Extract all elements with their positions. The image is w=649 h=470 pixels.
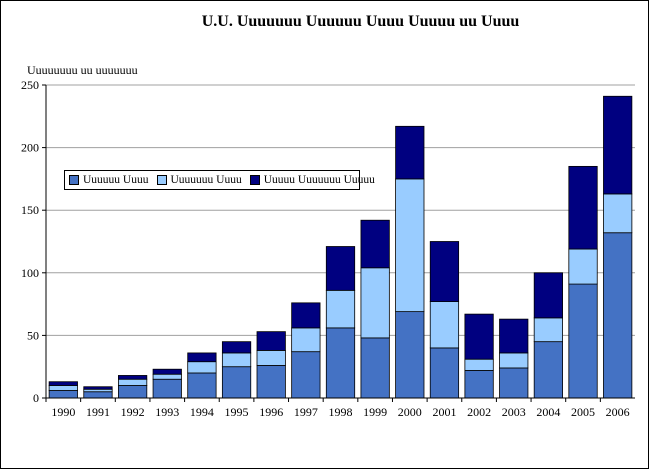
x-tick-label-1994: 1994 — [190, 405, 214, 419]
bar-series-2-2001 — [429, 241, 460, 302]
bar-series-2-2000 — [395, 125, 425, 180]
bar-series-2-1994 — [187, 352, 217, 363]
bar-series-0-2005 — [568, 283, 598, 399]
bar-series-1-2006 — [603, 193, 633, 234]
bar-series-0-2004 — [533, 341, 563, 399]
bar-series-1-1995 — [221, 352, 252, 368]
legend-entry-series-2: Uuuuu Uuuuuuu Uuuuu — [249, 174, 375, 186]
x-tick-label-1992: 1992 — [121, 405, 145, 419]
bar-series-1-1998 — [325, 289, 356, 329]
bar-series-2-1992 — [118, 375, 148, 380]
bar-series-2-2003 — [499, 318, 529, 354]
x-tick-label-1998: 1998 — [329, 405, 353, 419]
bar-series-1-2001 — [429, 301, 460, 349]
x-tick-label-2005: 2005 — [571, 405, 595, 419]
bar-series-1-2002 — [464, 358, 494, 371]
legend-label-series-1: Uuuuuuu Uuuu — [170, 174, 242, 186]
bar-series-1-1996 — [256, 350, 286, 366]
x-tick-label-2006: 2006 — [606, 405, 630, 419]
bar-series-1-1999 — [360, 267, 390, 339]
bar-series-2-2004 — [533, 272, 563, 319]
bar-series-1-1997 — [291, 327, 321, 353]
bar-series-2-1991 — [83, 386, 113, 390]
bar-series-0-2001 — [429, 347, 460, 399]
bar-series-1-2004 — [533, 317, 563, 343]
bar-series-0-1997 — [291, 351, 321, 399]
x-tick-label-1999: 1999 — [363, 405, 387, 419]
x-tick-label-1995: 1995 — [225, 405, 249, 419]
x-tick-label-2003: 2003 — [502, 405, 526, 419]
y-tick-label-1: 50 — [27, 328, 39, 342]
y-tick-label-0: 0 — [33, 391, 39, 405]
bar-series-0-1996 — [256, 365, 286, 399]
bar-series-1-2000 — [395, 178, 425, 313]
chart-title: U.U. Uuuuuuu Uuuuuu Uuuu Uuuuu uu Uuuu — [201, 13, 520, 30]
bar-series-0-2000 — [395, 311, 425, 399]
bar-series-1-2003 — [499, 352, 529, 369]
bar-series-2-2005 — [568, 165, 598, 250]
bar-series-0-1998 — [325, 327, 356, 399]
bar-series-1-1992 — [118, 378, 148, 386]
bar-series-0-1995 — [221, 366, 252, 399]
bar-series-2-1993 — [152, 368, 182, 375]
bar-series-2-1998 — [325, 246, 356, 291]
x-tick-label-1991: 1991 — [86, 405, 110, 419]
legend-entry-series-1: Uuuuuuu Uuuu — [156, 174, 242, 186]
y-tick-label-5: 250 — [21, 78, 39, 92]
x-tick-label-1996: 1996 — [259, 405, 283, 419]
bar-series-1-1990 — [48, 385, 78, 391]
bar-series-0-1992 — [118, 385, 148, 399]
bar-series-2-1996 — [256, 331, 286, 351]
bar-series-0-2006 — [603, 232, 633, 399]
bar-series-0-2003 — [499, 367, 529, 399]
bar-series-2-1997 — [291, 302, 321, 329]
x-tick-label-1990: 1990 — [51, 405, 75, 419]
bar-series-2-2006 — [603, 95, 633, 195]
bar-series-1-2005 — [568, 248, 598, 285]
legend-swatch-series-1 — [156, 175, 167, 185]
bar-series-0-1994 — [187, 372, 217, 399]
legend-swatch-series-2 — [249, 175, 260, 185]
x-tick-label-2000: 2000 — [398, 405, 422, 419]
legend-entry-series-0: Uuuuuu Uuuu — [69, 174, 149, 186]
bar-series-2-2002 — [464, 313, 494, 360]
x-tick-label-2001: 2001 — [432, 405, 456, 419]
legend-label-series-0: Uuuuuu Uuuu — [83, 174, 149, 186]
legend-label-series-2: Uuuuu Uuuuuuu Uuuuu — [263, 174, 375, 186]
bar-series-0-2002 — [464, 370, 494, 399]
x-tick-label-1993: 1993 — [155, 405, 179, 419]
y-tick-label-3: 150 — [21, 203, 39, 217]
bar-series-2-1990 — [48, 381, 78, 386]
legend-swatch-series-0 — [69, 175, 79, 185]
y-tick-label-4: 200 — [21, 141, 39, 155]
bar-series-0-1999 — [360, 337, 390, 399]
x-tick-label-2002: 2002 — [467, 405, 491, 419]
x-tick-label-1997: 1997 — [294, 405, 318, 419]
bar-series-2-1999 — [360, 219, 390, 269]
bar-series-0-1993 — [152, 378, 182, 399]
x-tick-label-2004: 2004 — [536, 405, 560, 419]
bar-series-2-1995 — [221, 341, 252, 354]
y-axis-label: Uuuuuuuu uu uuuuuuu — [27, 63, 138, 77]
bar-series-0-1990 — [48, 390, 78, 399]
y-tick-label-2: 100 — [21, 266, 39, 280]
bar-series-1-1994 — [187, 361, 217, 374]
bar-series-1-1993 — [152, 373, 182, 380]
chart-legend: Uuuuuu Uuuu Uuuuuuu Uuuu Uuuuu Uuuuuuu U… — [64, 170, 375, 190]
bar-series-0-1991 — [83, 391, 113, 399]
